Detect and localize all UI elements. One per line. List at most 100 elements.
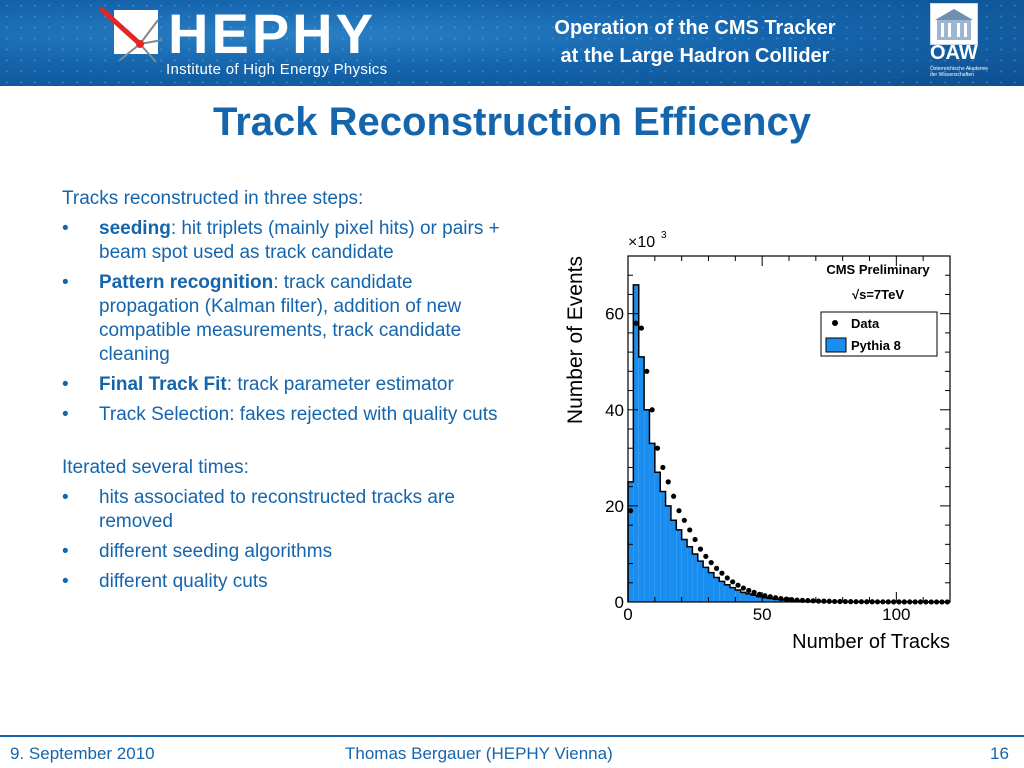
mc-histogram-bar xyxy=(633,284,639,602)
step-term: Pattern recognition xyxy=(99,272,274,293)
mc-histogram-bar xyxy=(649,443,655,602)
mc-histogram-bar xyxy=(628,481,634,602)
mc-histogram-bar xyxy=(746,593,752,602)
chart-title: CMS Preliminary xyxy=(826,262,930,277)
iteration-item: different quality cuts xyxy=(62,570,502,594)
mc-histogram-bar xyxy=(676,529,682,602)
data-point xyxy=(751,589,757,595)
step-description: : hit triplets (mainly pixel hits) or pa… xyxy=(99,218,500,263)
footer-date: 9. September 2010 xyxy=(10,744,155,763)
data-point xyxy=(730,579,736,585)
academy-name-line1: Österreichische Akademie xyxy=(930,66,989,72)
mc-histogram-bar xyxy=(708,572,714,602)
y-tick-label: 40 xyxy=(605,401,624,420)
data-point xyxy=(708,559,714,566)
mc-histogram-bar xyxy=(713,577,720,602)
iterations-list: hits associated to reconstructed tracks … xyxy=(62,486,502,594)
mc-histogram-bar xyxy=(644,409,650,602)
mc-histogram-bar xyxy=(703,567,709,602)
x-tick-label: 50 xyxy=(753,605,772,624)
data-point xyxy=(789,596,795,603)
mc-histogram-bar xyxy=(660,491,666,602)
chart-subtitle: √s=7TeV xyxy=(852,287,904,302)
data-point xyxy=(783,596,789,602)
data-point xyxy=(719,570,725,576)
iteration-item: different seeding algorithms xyxy=(62,540,502,564)
data-point xyxy=(628,508,634,514)
mc-histogram-bar xyxy=(719,581,725,602)
mc-histogram-bar xyxy=(740,592,747,602)
presentation-title-line1: Operation of the CMS Tracker xyxy=(554,17,836,39)
mc-histogram-bar xyxy=(638,356,645,602)
data-point xyxy=(638,325,645,331)
x-tick-label: 100 xyxy=(882,605,910,624)
step-term: seeding xyxy=(99,218,171,239)
mc-histogram-bar xyxy=(772,599,779,602)
data-point xyxy=(681,517,687,523)
data-point xyxy=(815,598,822,604)
step-seeding: seeding: hit triplets (mainly pixel hits… xyxy=(62,217,502,265)
data-point xyxy=(633,320,639,326)
hephy-logo-text: HEPHY xyxy=(168,2,376,65)
presentation-title-line2: at the Large Hadron Collider xyxy=(560,45,830,67)
data-point xyxy=(660,464,666,471)
mc-histogram-bar xyxy=(762,597,768,602)
legend-mc-swatch xyxy=(825,337,847,353)
legend-data-marker xyxy=(832,320,838,326)
data-point xyxy=(665,479,671,485)
mc-histogram-bar xyxy=(756,596,763,602)
legend-data-label: Data xyxy=(851,316,880,331)
y-multiplier: ×10 xyxy=(628,234,655,251)
data-point xyxy=(654,445,661,451)
legend-mc-label: Pythia 8 xyxy=(851,338,901,353)
slide-content: Tracks reconstructed in three steps: see… xyxy=(62,187,502,594)
data-point xyxy=(772,595,779,601)
data-point xyxy=(703,553,709,559)
step-description: : track candidate propagation (Kalman fi… xyxy=(99,272,462,365)
mc-histogram-bar xyxy=(670,520,677,602)
mc-histogram-bar xyxy=(767,598,773,602)
data-point xyxy=(794,597,800,603)
header-banner: HEPHY Institute of High Energy Physics O… xyxy=(0,0,1024,86)
data-point xyxy=(687,527,693,533)
legend-box xyxy=(820,311,938,357)
step-description: : track parameter estimator xyxy=(226,374,454,395)
presentation-title: Operation of the CMS Tracker at the Larg… xyxy=(500,14,890,70)
mc-histogram-bar xyxy=(681,539,688,602)
mc-histogram-bar xyxy=(687,546,693,602)
mc-histogram-bar xyxy=(665,505,671,602)
mc-histogram-bar xyxy=(735,589,741,602)
data-point xyxy=(762,593,768,599)
x-tick-label: 0 xyxy=(623,605,632,624)
track-multiplicity-chart: 0 50 100 0 20 40 60 ×10 3 Number of Tracks Number … xyxy=(564,230,951,653)
hephy-logo-subtitle: Institute of High Energy Physics xyxy=(166,61,388,78)
slide-title: Track Reconstruction Efficency xyxy=(213,100,811,144)
data-point xyxy=(692,536,698,543)
data-point xyxy=(713,565,720,571)
data-point xyxy=(649,407,655,413)
mc-histogram-bar xyxy=(692,553,698,602)
step-track-selection: Track Selection: fakes rejected with qua… xyxy=(62,403,502,427)
mc-histogram-bar xyxy=(729,587,736,602)
y-tick-label: 20 xyxy=(605,497,624,516)
data-point xyxy=(810,598,816,604)
data-point xyxy=(767,594,773,600)
footer-divider xyxy=(0,735,1024,737)
y-tick-label: 60 xyxy=(605,305,624,324)
data-point xyxy=(697,546,704,552)
hephy-logo-icon xyxy=(100,6,163,63)
data-point xyxy=(740,585,746,591)
step-description: Track Selection: fakes rejected with qua… xyxy=(99,404,498,425)
step-term: Final Track Fit xyxy=(99,374,227,395)
y-multiplier-exponent: 3 xyxy=(661,230,667,241)
page-number: 16 xyxy=(990,744,1009,763)
mc-histogram-bar xyxy=(697,561,704,602)
step-final-track-fit: Final Track Fit: track parameter estimat… xyxy=(62,373,502,397)
academy-building-icon xyxy=(930,3,978,45)
data-point xyxy=(826,598,832,604)
x-axis-label: Number of Tracks xyxy=(792,631,950,653)
step-pattern-recognition: Pattern recognition: track candidate pro… xyxy=(62,271,502,367)
academy-name-line2: der Wissenschaften xyxy=(930,72,974,78)
data-point xyxy=(778,596,784,602)
data-point xyxy=(821,598,827,604)
